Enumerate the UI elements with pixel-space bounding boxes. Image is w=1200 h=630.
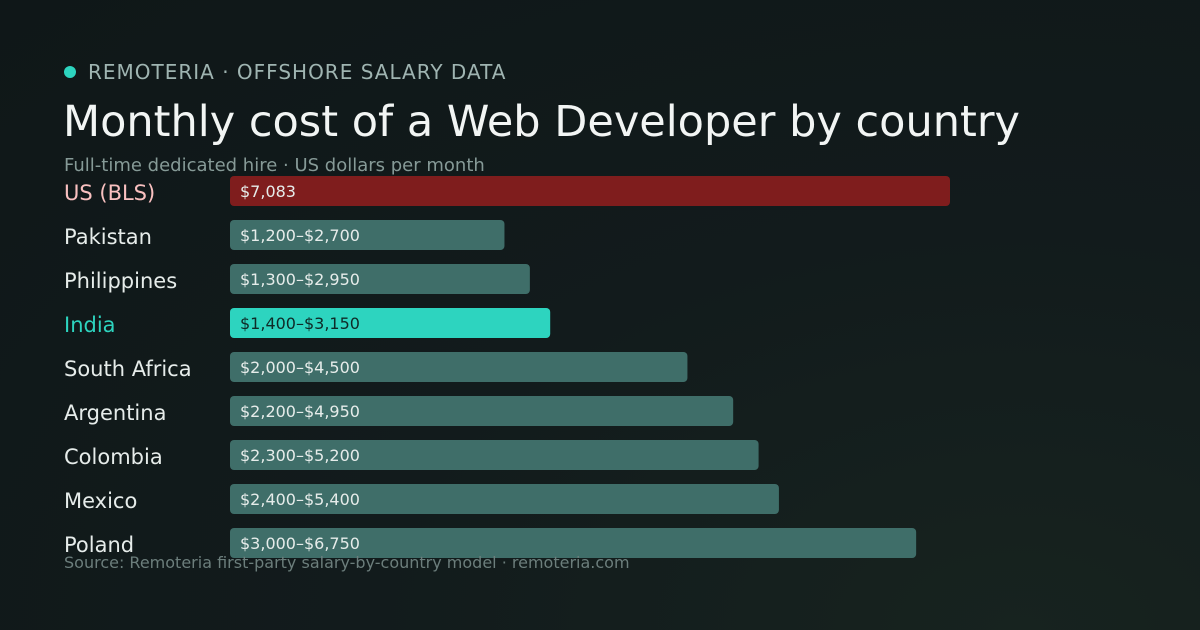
category-label-poland: Poland [64,533,134,557]
bar-colombia [230,440,759,470]
category-label-argentina: Argentina [64,401,166,425]
category-label-philippines: Philippines [64,269,177,293]
bar-value-label-pakistan: $1,200–$2,700 [240,226,360,245]
bar-mexico [230,484,779,514]
category-label-mexico: Mexico [64,489,137,513]
bar-philippines [230,264,530,294]
bar-pakistan [230,220,505,250]
bar-south-africa [230,352,688,382]
brand-dot-icon [64,66,76,78]
category-label-us-bls: US (BLS) [64,181,155,205]
bar-value-label-mexico: $2,400–$5,400 [240,490,360,509]
category-label-pakistan: Pakistan [64,225,152,249]
bar-value-label-south-africa: $2,000–$4,500 [240,358,360,377]
bar-value-label-india: $1,400–$3,150 [240,314,360,333]
source-note: Source: Remoteria first-party salary-by-… [64,553,630,572]
chart-title: Monthly cost of a Web Developer by count… [63,97,1020,147]
bar-value-label-colombia: $2,300–$5,200 [240,446,360,465]
bar-value-label-us-bls: $7,083 [240,182,296,201]
bar-value-label-philippines: $1,300–$2,950 [240,270,360,289]
brand-text: REMOTERIA · OFFSHORE SALARY DATA [88,60,507,84]
bar-india [230,308,551,338]
bar-value-label-poland: $3,000–$6,750 [240,534,360,553]
bar-value-label-argentina: $2,200–$4,950 [240,402,360,421]
category-label-india: India [64,313,116,337]
bar-us-bls [230,176,950,206]
bar-argentina [230,396,734,426]
brand-header: REMOTERIA · OFFSHORE SALARY DATA [64,59,506,85]
category-label-colombia: Colombia [64,445,163,469]
category-label-south-africa: South Africa [64,357,192,381]
bar-poland [230,528,917,558]
chart-subtitle: Full-time dedicated hire · US dollars pe… [64,155,485,176]
